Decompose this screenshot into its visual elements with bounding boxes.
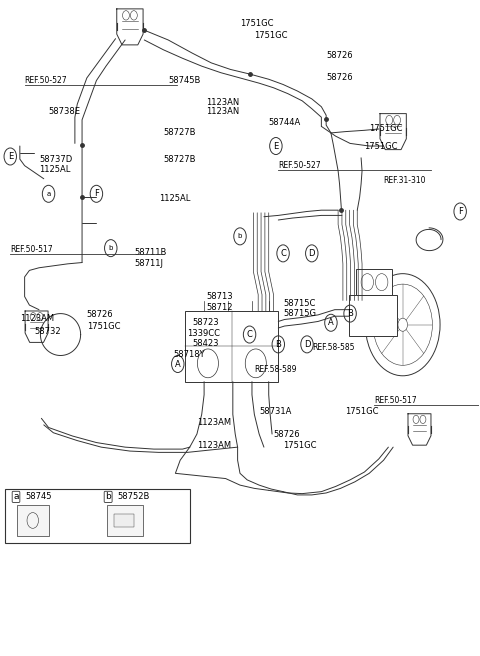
Text: 58737D: 58737D <box>39 155 72 163</box>
Text: 58727B: 58727B <box>163 129 196 137</box>
Bar <box>17 504 48 536</box>
Text: B: B <box>347 309 353 318</box>
Text: B: B <box>276 340 281 349</box>
Text: 58711J: 58711J <box>135 259 164 268</box>
Text: 58718Y: 58718Y <box>173 350 204 359</box>
Text: 1751GC: 1751GC <box>364 142 398 150</box>
Text: 1123AM: 1123AM <box>20 314 54 323</box>
Text: 58731A: 58731A <box>259 407 291 417</box>
Bar <box>185 311 278 382</box>
Text: b: b <box>238 234 242 239</box>
Text: a: a <box>13 493 19 501</box>
Text: 58726: 58726 <box>326 51 353 60</box>
Text: REF.50-517: REF.50-517 <box>374 396 417 405</box>
Bar <box>114 514 133 527</box>
Bar <box>5 489 190 543</box>
Text: REF.50-527: REF.50-527 <box>278 161 321 170</box>
Text: E: E <box>8 152 13 161</box>
Text: 58715C: 58715C <box>283 298 315 308</box>
Text: 58752B: 58752B <box>118 493 150 501</box>
Text: REF.31-310: REF.31-310 <box>384 176 426 184</box>
Text: E: E <box>273 142 278 150</box>
Text: 58726: 58726 <box>87 310 113 319</box>
Text: b: b <box>105 493 111 501</box>
Text: 1125AL: 1125AL <box>158 194 190 203</box>
Bar <box>356 269 392 295</box>
Text: 58715G: 58715G <box>283 309 316 318</box>
Text: 1751GC: 1751GC <box>240 19 274 28</box>
Text: 1751GC: 1751GC <box>87 321 120 331</box>
Text: 58744A: 58744A <box>269 118 301 127</box>
Text: b: b <box>108 245 113 251</box>
Text: C: C <box>247 330 252 339</box>
Text: 58726: 58726 <box>274 430 300 440</box>
Text: REF.58-589: REF.58-589 <box>254 365 297 375</box>
Text: 58727B: 58727B <box>163 155 196 163</box>
Text: 58726: 58726 <box>326 73 353 83</box>
Text: 1339CC: 1339CC <box>187 329 220 338</box>
Text: F: F <box>94 190 99 198</box>
Text: 58723: 58723 <box>192 318 219 327</box>
Text: A: A <box>328 318 334 327</box>
Text: 1751GC: 1751GC <box>254 31 288 40</box>
Text: REF.50-517: REF.50-517 <box>10 245 53 254</box>
Text: D: D <box>309 249 315 258</box>
Text: 58423: 58423 <box>192 338 218 348</box>
Text: 1123AM: 1123AM <box>197 419 231 428</box>
Text: 58732: 58732 <box>34 327 61 336</box>
Text: 58713: 58713 <box>206 292 233 301</box>
Text: D: D <box>304 340 310 349</box>
Text: REF.58-585: REF.58-585 <box>312 343 354 352</box>
Text: 58745: 58745 <box>25 493 52 501</box>
Text: 1751GC: 1751GC <box>345 407 379 417</box>
Text: 1123AN: 1123AN <box>206 108 240 117</box>
Bar <box>349 295 397 336</box>
Text: 1125AL: 1125AL <box>39 165 71 174</box>
Text: 58745B: 58745B <box>168 76 201 85</box>
Text: 58738E: 58738E <box>48 108 81 117</box>
Text: A: A <box>175 359 180 369</box>
Text: 58712: 58712 <box>206 302 233 312</box>
Text: C: C <box>280 249 286 258</box>
Text: REF.50-527: REF.50-527 <box>24 76 67 85</box>
Text: 1751GC: 1751GC <box>369 124 403 133</box>
Text: 58711B: 58711B <box>135 248 167 257</box>
Text: 1123AM: 1123AM <box>197 441 231 450</box>
Text: 1123AN: 1123AN <box>206 98 240 107</box>
Bar <box>107 504 143 536</box>
Text: a: a <box>47 191 51 197</box>
Text: 1751GC: 1751GC <box>283 441 317 450</box>
Text: F: F <box>458 207 463 216</box>
